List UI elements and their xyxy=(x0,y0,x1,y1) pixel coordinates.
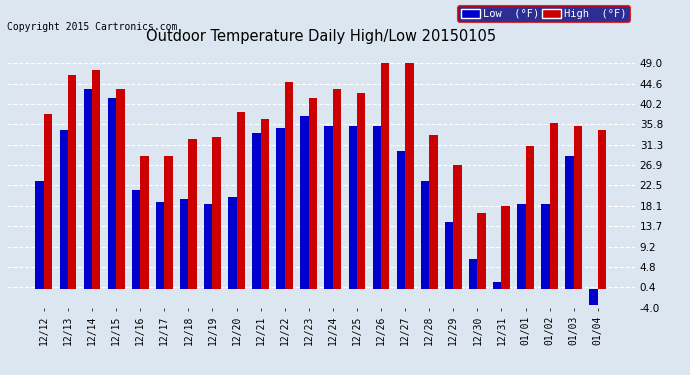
Bar xyxy=(517,204,526,289)
Bar xyxy=(453,165,462,289)
Bar xyxy=(589,289,598,305)
Bar xyxy=(285,82,293,289)
Bar xyxy=(35,181,44,289)
Bar xyxy=(253,132,261,289)
Bar xyxy=(445,222,453,289)
Bar xyxy=(276,128,285,289)
Title: Outdoor Temperature Daily High/Low 20150105: Outdoor Temperature Daily High/Low 20150… xyxy=(146,29,496,44)
Bar xyxy=(405,63,413,289)
Bar xyxy=(92,70,101,289)
Bar xyxy=(237,112,245,289)
Bar xyxy=(68,75,77,289)
Bar xyxy=(469,259,477,289)
Text: Copyright 2015 Cartronics.com: Copyright 2015 Cartronics.com xyxy=(7,22,177,32)
Bar xyxy=(348,126,357,289)
Bar xyxy=(59,130,68,289)
Bar xyxy=(228,197,237,289)
Bar xyxy=(598,130,607,289)
Bar xyxy=(324,126,333,289)
Bar xyxy=(574,126,582,289)
Bar xyxy=(373,126,381,289)
Bar xyxy=(565,156,574,289)
Bar xyxy=(108,98,116,289)
Bar xyxy=(44,114,52,289)
Bar xyxy=(493,282,502,289)
Bar xyxy=(156,202,164,289)
Bar xyxy=(502,206,510,289)
Bar xyxy=(526,146,534,289)
Bar xyxy=(429,135,437,289)
Bar xyxy=(180,199,188,289)
Bar xyxy=(213,137,221,289)
Bar xyxy=(261,118,269,289)
Bar xyxy=(333,89,342,289)
Bar xyxy=(477,213,486,289)
Bar xyxy=(309,98,317,289)
Bar xyxy=(381,63,389,289)
Bar xyxy=(550,123,558,289)
Bar xyxy=(140,156,148,289)
Bar xyxy=(300,116,309,289)
Bar xyxy=(421,181,429,289)
Bar xyxy=(397,151,405,289)
Bar xyxy=(357,93,366,289)
Bar xyxy=(132,190,140,289)
Bar xyxy=(116,89,125,289)
Bar xyxy=(188,140,197,289)
Bar xyxy=(164,156,172,289)
Bar xyxy=(541,204,550,289)
Legend: Low  (°F), High  (°F): Low (°F), High (°F) xyxy=(457,6,629,22)
Bar xyxy=(204,204,213,289)
Bar xyxy=(83,89,92,289)
